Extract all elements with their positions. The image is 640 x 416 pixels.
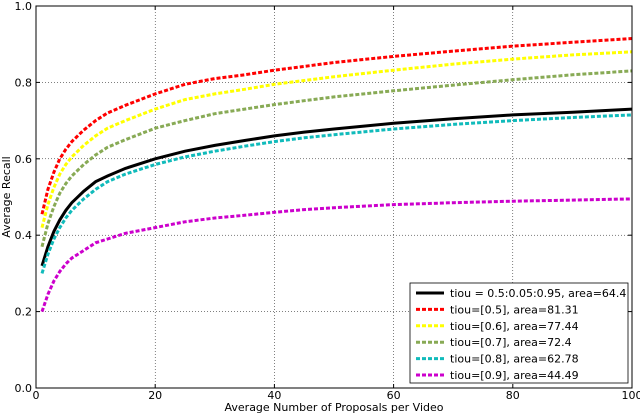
legend-label-4: tiou=[0.7], area=72.4 [450,336,572,349]
legend-label-2: tiou=[0.5], area=81.31 [450,303,579,316]
y-tick-label: 0.4 [15,229,33,242]
y-tick-label: 0.6 [15,153,33,166]
series-line-3 [40,50,633,228]
x-tick-labels: 0 20 40 60 80 100 [33,389,640,402]
series-layer [40,37,633,313]
x-axis-label: Average Number of Proposals per Video [225,401,444,414]
y-tick-label: 0.0 [15,382,33,395]
x-tick-label: 40 [267,389,281,402]
series-line-5 [40,113,633,274]
y-tick-labels: 0.0 0.2 0.4 0.6 0.8 1.0 [15,0,33,395]
y-tick-label: 0.8 [15,76,33,89]
legend-box [409,282,629,384]
y-axis-label: Average Recall [0,156,13,238]
y-tick-label: 0.2 [15,306,33,319]
legend-label-1: tiou = 0.5:0.05:0.95, area=64.4 [450,287,626,300]
plot-frame [35,5,633,389]
x-tick-label: 100 [622,389,640,402]
legend-label-5: tiou=[0.8], area=62.78 [450,353,579,366]
x-tick-label: 60 [387,389,401,402]
x-tick-label: 0 [33,389,40,402]
series-line-2 [40,37,633,215]
series-line-6 [40,197,633,313]
y-tick-label: 1.0 [15,0,33,13]
x-tick-label: 20 [148,389,162,402]
legend-label-6: tiou=[0.9], area=44.49 [450,369,579,382]
legend-label-3: tiou=[0.6], area=77.44 [450,320,579,333]
legend: tiou = 0.5:0.05:0.95, area=64.4 tiou=[0.5… [409,282,629,384]
axis-ticks [35,5,633,389]
series-line-4 [40,69,633,248]
series-line-1 [40,107,633,267]
x-tick-label: 80 [506,389,520,402]
